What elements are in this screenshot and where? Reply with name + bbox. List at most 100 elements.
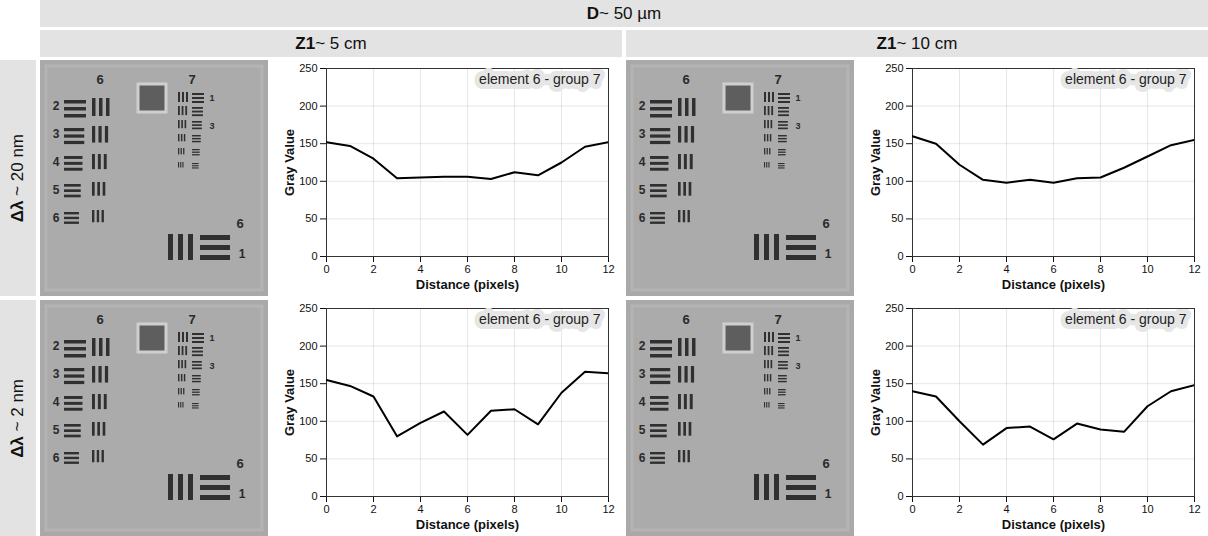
svg-text:250: 250 [299, 302, 317, 314]
svg-text:2: 2 [53, 339, 60, 353]
svg-text:12: 12 [1188, 263, 1200, 275]
svg-text:0: 0 [897, 250, 903, 262]
svg-text:250: 250 [885, 62, 903, 74]
svg-text:150: 150 [299, 137, 317, 149]
svg-text:4: 4 [53, 395, 60, 409]
svg-text:1: 1 [825, 487, 832, 501]
svg-text:6: 6 [682, 312, 689, 327]
svg-text:Gray Value: Gray Value [868, 369, 883, 436]
svg-text:6: 6 [464, 503, 470, 515]
svg-text:6: 6 [236, 456, 243, 471]
svg-text:3: 3 [795, 121, 800, 131]
svg-text:100: 100 [885, 175, 903, 187]
svg-text:4: 4 [1003, 503, 1009, 515]
svg-text:6: 6 [822, 456, 829, 471]
svg-text:6: 6 [682, 72, 689, 87]
svg-text:3: 3 [209, 361, 214, 371]
svg-text:0: 0 [311, 250, 317, 262]
svg-text:1: 1 [239, 247, 246, 261]
svg-text:250: 250 [885, 302, 903, 314]
svg-text:4: 4 [1003, 263, 1009, 275]
svg-text:12: 12 [602, 503, 614, 515]
svg-text:1: 1 [795, 333, 800, 343]
svg-text:6: 6 [639, 451, 646, 465]
svg-text:element 6 - group 7: element 6 - group 7 [1065, 311, 1187, 327]
svg-text:5: 5 [639, 423, 646, 437]
svg-text:Gray Value: Gray Value [282, 369, 297, 436]
svg-text:7: 7 [774, 312, 781, 327]
svg-text:8: 8 [511, 503, 517, 515]
svg-text:6: 6 [1050, 263, 1056, 275]
svg-text:1: 1 [795, 93, 800, 103]
svg-text:2: 2 [370, 263, 376, 275]
svg-text:1: 1 [209, 333, 214, 343]
svg-text:6: 6 [639, 211, 646, 225]
svg-text:10: 10 [555, 263, 567, 275]
svg-text:100: 100 [299, 175, 317, 187]
svg-text:10: 10 [1141, 503, 1153, 515]
svg-text:0: 0 [323, 263, 329, 275]
svg-text:100: 100 [299, 415, 317, 427]
svg-text:8: 8 [1097, 263, 1103, 275]
svg-text:150: 150 [885, 377, 903, 389]
svg-text:1: 1 [825, 247, 832, 261]
svg-text:1: 1 [239, 487, 246, 501]
svg-text:Distance (pixels): Distance (pixels) [1002, 517, 1105, 532]
svg-text:6: 6 [53, 451, 60, 465]
svg-text:200: 200 [299, 100, 317, 112]
svg-text:Gray Value: Gray Value [282, 129, 297, 196]
svg-text:0: 0 [311, 490, 317, 502]
svg-text:7: 7 [774, 72, 781, 87]
svg-text:2: 2 [639, 99, 646, 113]
svg-text:3: 3 [209, 121, 214, 131]
svg-text:0: 0 [909, 263, 915, 275]
svg-text:12: 12 [602, 263, 614, 275]
svg-text:2: 2 [53, 99, 60, 113]
svg-text:element 6 - group 7: element 6 - group 7 [479, 311, 601, 327]
svg-text:50: 50 [891, 452, 903, 464]
svg-text:100: 100 [885, 415, 903, 427]
svg-text:4: 4 [417, 263, 423, 275]
svg-text:50: 50 [891, 212, 903, 224]
svg-text:element 6 - group 7: element 6 - group 7 [1065, 71, 1187, 87]
svg-text:12: 12 [1188, 503, 1200, 515]
svg-text:7: 7 [188, 312, 195, 327]
svg-text:5: 5 [639, 183, 646, 197]
svg-text:0: 0 [323, 503, 329, 515]
svg-text:150: 150 [885, 137, 903, 149]
svg-text:3: 3 [639, 127, 646, 141]
svg-text:2: 2 [639, 339, 646, 353]
svg-text:6: 6 [53, 211, 60, 225]
svg-text:5: 5 [53, 183, 60, 197]
svg-text:4: 4 [417, 503, 423, 515]
svg-text:7: 7 [188, 72, 195, 87]
svg-text:6: 6 [822, 216, 829, 231]
svg-text:6: 6 [464, 263, 470, 275]
svg-text:4: 4 [639, 395, 646, 409]
svg-text:5: 5 [53, 423, 60, 437]
svg-text:6: 6 [236, 216, 243, 231]
svg-text:1: 1 [209, 93, 214, 103]
svg-text:8: 8 [511, 263, 517, 275]
svg-text:element 6 - group 7: element 6 - group 7 [479, 71, 601, 87]
svg-text:Distance (pixels): Distance (pixels) [416, 277, 519, 292]
svg-text:3: 3 [53, 127, 60, 141]
svg-text:Distance (pixels): Distance (pixels) [1002, 277, 1105, 292]
svg-text:0: 0 [909, 503, 915, 515]
svg-text:2: 2 [370, 503, 376, 515]
svg-text:3: 3 [53, 367, 60, 381]
svg-text:3: 3 [639, 367, 646, 381]
svg-text:8: 8 [1097, 503, 1103, 515]
svg-text:2: 2 [956, 503, 962, 515]
svg-text:200: 200 [299, 340, 317, 352]
svg-text:6: 6 [1050, 503, 1056, 515]
svg-text:3: 3 [795, 361, 800, 371]
svg-text:250: 250 [299, 62, 317, 74]
svg-text:10: 10 [555, 503, 567, 515]
svg-text:6: 6 [96, 72, 103, 87]
svg-text:4: 4 [53, 155, 60, 169]
svg-text:200: 200 [885, 100, 903, 112]
svg-text:50: 50 [305, 212, 317, 224]
svg-text:150: 150 [299, 377, 317, 389]
svg-text:Distance (pixels): Distance (pixels) [416, 517, 519, 532]
